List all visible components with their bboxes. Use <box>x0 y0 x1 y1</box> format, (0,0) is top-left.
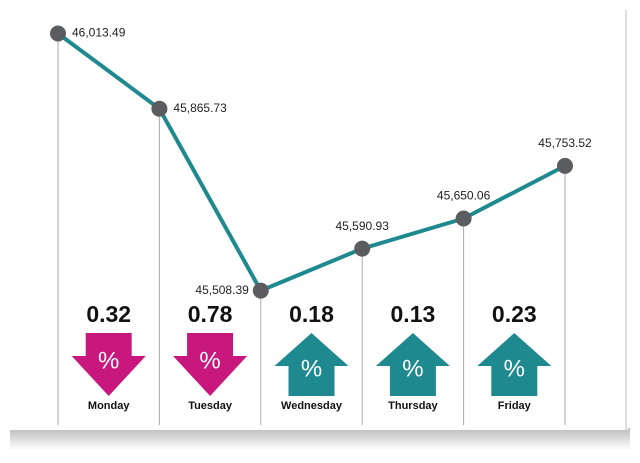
arrow-up <box>274 333 349 396</box>
percent-sign: % <box>504 355 525 382</box>
change-value: 0.23 <box>492 301 537 327</box>
day-label: Monday <box>88 400 130 412</box>
percent-sign: % <box>199 347 220 374</box>
value-label: 45,753.52 <box>538 136 592 150</box>
day-label: Tuesday <box>188 400 233 412</box>
change-value: 0.32 <box>86 301 131 327</box>
change-value: 0.18 <box>289 301 334 327</box>
value-label: 45,865.73 <box>173 101 227 115</box>
percent-sign: % <box>98 347 119 374</box>
day-label: Friday <box>498 400 532 412</box>
percent-sign: % <box>402 355 423 382</box>
arrow-down <box>173 333 248 396</box>
change-value: 0.13 <box>391 301 436 327</box>
point <box>557 157 573 174</box>
card-shadow <box>10 428 630 450</box>
point <box>50 25 66 42</box>
price-line <box>56 31 566 293</box>
value-label: 45,508.39 <box>195 283 249 297</box>
point <box>252 282 269 299</box>
change-value: 0.78 <box>188 301 233 327</box>
point <box>354 240 371 257</box>
percent-sign: % <box>301 355 322 382</box>
point <box>455 210 472 227</box>
point <box>151 100 168 117</box>
arrow-up <box>477 333 552 396</box>
value-label: 45,590.93 <box>336 219 390 233</box>
day-label: Thursday <box>388 400 438 412</box>
arrow-down <box>71 333 146 396</box>
value-label: 46,013.49 <box>72 26 126 40</box>
value-label: 45,650.06 <box>437 189 491 203</box>
arrow-up <box>375 333 450 396</box>
day-label: Wednesday <box>281 400 343 412</box>
